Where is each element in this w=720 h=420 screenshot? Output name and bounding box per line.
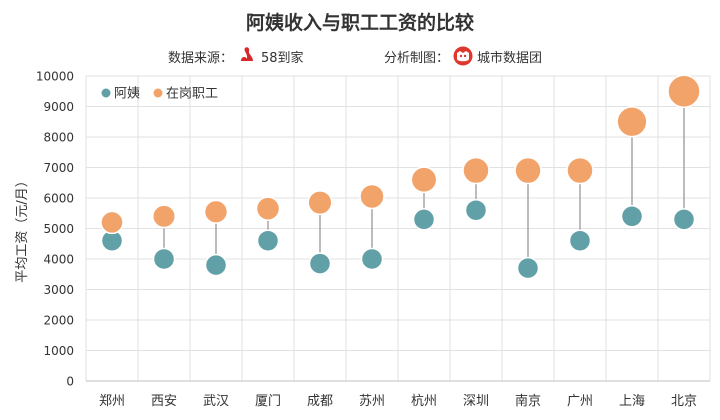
y-tick-label: 2000 (43, 314, 74, 328)
x-tick-label: 武汉 (203, 394, 229, 409)
y-tick-label: 3000 (43, 283, 74, 297)
point-worker (203, 199, 229, 224)
x-tick-label: 西安 (151, 394, 177, 409)
point-worker (667, 74, 701, 108)
source-line: 数据来源： 58到家 分析制图： 城市数据团 (0, 45, 720, 67)
point-ayi (412, 208, 436, 231)
y-axis-title: 平均工资（元/月） (15, 174, 30, 282)
point-ayi (464, 198, 488, 222)
city-data-logo-icon (453, 46, 473, 66)
y-tick-label: 9000 (43, 100, 74, 114)
point-ayi (516, 256, 540, 280)
point-worker (100, 210, 124, 235)
y-tick-label: 7000 (43, 161, 74, 175)
x-tick-label: 成都 (307, 394, 333, 409)
point-ayi (152, 247, 176, 271)
source-label: 数据来源： (168, 50, 234, 66)
x-tick-label: 厦门 (255, 394, 281, 409)
point-worker (462, 156, 490, 185)
swan-logo-icon (241, 47, 254, 61)
point-worker (566, 156, 594, 185)
source-name: 58到家 (261, 50, 304, 66)
y-tick-label: 10000 (36, 70, 74, 84)
legend-label: 在岗职工 (166, 87, 218, 102)
point-ayi (360, 247, 384, 271)
point-worker (359, 183, 385, 210)
point-worker (255, 196, 281, 221)
x-tick-label: 深圳 (463, 394, 489, 409)
maker-name: 城市数据团 (477, 50, 543, 66)
point-ayi (204, 253, 228, 277)
y-tick-label: 8000 (43, 131, 74, 145)
x-tick-label: 上海 (619, 394, 645, 409)
point-worker (514, 156, 542, 185)
legend-marker (153, 88, 163, 98)
y-tick-label: 5000 (43, 222, 74, 236)
point-ayi (256, 229, 280, 252)
point-ayi (620, 205, 644, 228)
point-worker (410, 166, 438, 194)
legend-label: 阿姨 (114, 87, 140, 102)
x-tick-label: 北京 (671, 394, 697, 409)
legend-marker (101, 88, 111, 98)
point-worker (616, 106, 648, 138)
x-tick-label: 广州 (567, 394, 593, 409)
x-tick-label: 杭州 (411, 394, 437, 409)
x-tick-label: 苏州 (359, 393, 385, 409)
maker-label: 分析制图： (384, 50, 450, 66)
point-ayi (568, 229, 592, 252)
y-tick-label: 1000 (43, 344, 74, 358)
y-tick-label: 4000 (43, 253, 74, 267)
point-ayi (672, 208, 696, 231)
chart-maker: 分析制图： 城市数据团 (384, 45, 542, 67)
x-tick-label: 郑州 (99, 394, 125, 409)
y-tick-label: 6000 (43, 192, 74, 206)
y-tick-label: 0 (66, 375, 74, 389)
point-worker (307, 190, 333, 216)
x-tick-label: 南京 (515, 393, 541, 409)
chart-title: 阿姨收入与职工工资的比较 (245, 12, 474, 34)
point-ayi (308, 252, 332, 275)
point-worker (152, 204, 176, 229)
data-source: 数据来源： 58到家 (168, 45, 304, 67)
